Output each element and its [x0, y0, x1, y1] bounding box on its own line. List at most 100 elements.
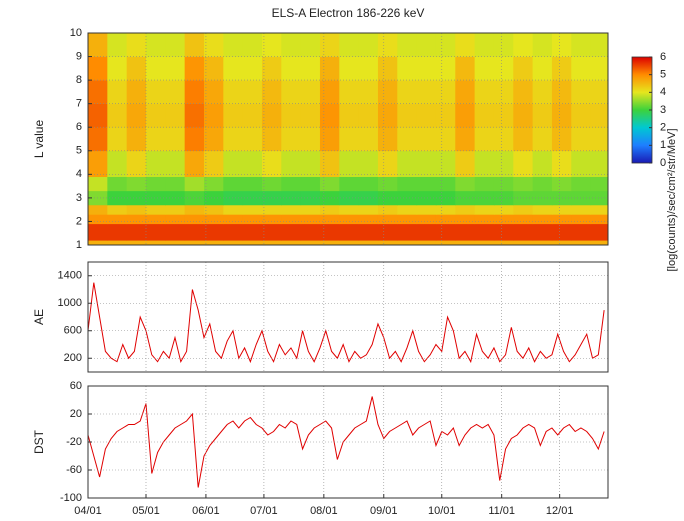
heatmap-cell [551, 127, 572, 152]
heatmap-cell [300, 56, 321, 81]
heatmap-cell [532, 127, 553, 152]
heatmap-cell [300, 214, 321, 225]
x-tick-label: 08/01 [310, 505, 338, 517]
chart-title: ELS-A Electron 186-226 keV [272, 6, 425, 20]
heatmap-cell [377, 240, 398, 245]
heatmap-cell [281, 80, 302, 104]
heatmap-cell [300, 176, 321, 192]
heatmap-cell [532, 103, 553, 128]
heatmap-cell [339, 204, 360, 215]
data-line [87, 282, 605, 364]
heatmap-cell [493, 80, 514, 104]
heatmap-cell [551, 80, 572, 104]
heatmap-cell [203, 223, 224, 241]
colorbar-tick-label: 2 [660, 122, 666, 134]
heatmap-cell [165, 223, 186, 241]
heatmap-cell [165, 240, 186, 245]
heatmap-cell [590, 240, 608, 245]
heatmap-cell [281, 240, 302, 245]
heatmap-cell [397, 204, 418, 215]
heatmap-cell [184, 240, 205, 245]
heatmap-cell [223, 103, 244, 128]
heatmap-cell [455, 214, 476, 225]
heatmap-cell [223, 150, 244, 177]
heatmap-cell [242, 190, 263, 206]
heatmap-cell [416, 240, 437, 245]
heatmap-cell [339, 176, 360, 192]
heatmap-cell [397, 223, 418, 241]
heatmap-cell [590, 214, 608, 225]
heatmap-cell [416, 204, 437, 215]
heatmap-cell [281, 103, 302, 128]
heatmap-cell [300, 150, 321, 177]
heatmap-cell [203, 204, 224, 215]
heatmap-cell [474, 56, 495, 81]
heatmap-cell [339, 214, 360, 225]
heatmap-cell [590, 190, 608, 206]
y-tick-label: 1400 [58, 270, 82, 282]
heatmap-cell [184, 33, 205, 57]
colorbar-tick-label: 1 [660, 139, 666, 151]
heatmap-cell [242, 223, 263, 241]
heatmap-cell [242, 103, 263, 128]
heatmap-cell [107, 214, 128, 225]
heatmap-cell [455, 190, 476, 206]
heatmap-cell [88, 176, 108, 192]
heatmap-cell [319, 33, 340, 57]
heatmap-cell [532, 214, 553, 225]
heatmap-cell [377, 103, 398, 128]
y-tick-label: 1000 [58, 297, 82, 309]
heatmap-cell [416, 214, 437, 225]
heatmap-cell [145, 127, 166, 152]
heatmap-cell [590, 56, 608, 81]
heatmap-cell [590, 80, 608, 104]
heatmap-cell [435, 33, 456, 57]
heatmap-cell [590, 127, 608, 152]
heatmap-cell [358, 80, 379, 104]
heatmap-cell [493, 214, 514, 225]
heatmap-cell [513, 223, 534, 241]
heatmap-cell [358, 176, 379, 192]
heatmap-cell [107, 103, 128, 128]
heatmap-cell [145, 190, 166, 206]
heatmap-cell [184, 176, 205, 192]
heatmap-cell [203, 80, 224, 104]
heatmap-cell [88, 204, 108, 215]
heatmap-cell [339, 80, 360, 104]
heatmap-cell [377, 214, 398, 225]
heatmap-cell [435, 80, 456, 104]
heatmap-cell [474, 150, 495, 177]
heatmap-cell [339, 103, 360, 128]
heatmap-cell [474, 103, 495, 128]
heatmap-cell [126, 80, 147, 104]
heatmap-cell [474, 214, 495, 225]
heatmap-cell [513, 176, 534, 192]
heatmap-cell [261, 33, 282, 57]
heatmap-cell [590, 33, 608, 57]
heatmap-cell [339, 127, 360, 152]
heatmap-cell [455, 33, 476, 57]
heatmap-cell [571, 190, 592, 206]
y-tick-label: 10 [70, 27, 82, 39]
heatmap-cell [145, 33, 166, 57]
heatmap-cell [590, 204, 608, 215]
heatmap-cell [165, 150, 186, 177]
heatmap-cell [416, 127, 437, 152]
heatmap-cell [493, 190, 514, 206]
heatmap-cell [88, 240, 108, 245]
heatmap-cell [319, 190, 340, 206]
heatmap-cell [184, 103, 205, 128]
x-tick-label: 09/01 [370, 505, 398, 517]
heatmap-cell [435, 150, 456, 177]
heatmap-cell [377, 127, 398, 152]
heatmap-cell [493, 204, 514, 215]
colorbar-tick-label: 0 [660, 157, 666, 169]
heatmap-cell [551, 103, 572, 128]
heatmap-cell [474, 127, 495, 152]
heatmap-cell [532, 190, 553, 206]
y-axis-label: AE [32, 309, 46, 325]
heatmap-cell [261, 214, 282, 225]
heatmap-cell [551, 204, 572, 215]
heatmap-cell [513, 80, 534, 104]
heatmap-cell [339, 33, 360, 57]
